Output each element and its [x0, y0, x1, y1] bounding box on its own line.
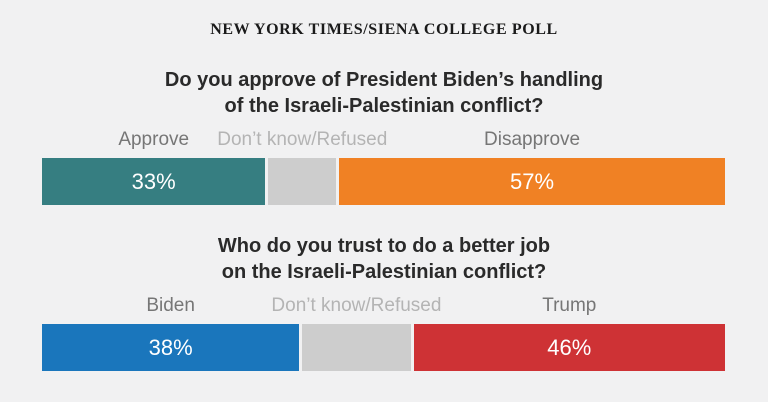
label-dont-know: Don’t know/Refused	[217, 129, 388, 150]
chart-trust: Who do you trust to do a better job on t…	[0, 233, 768, 371]
value-label-trump: 46%	[547, 334, 592, 360]
label-trump: Trump	[542, 295, 597, 316]
question-line-2: on the Israeli-Palestinian conflict?	[221, 261, 547, 283]
label-dont-know: Don’t know/Refused	[271, 295, 442, 316]
chart-biden-approval: Do you approve of President Biden’s hand…	[0, 67, 768, 205]
label-approve: Approve	[118, 129, 190, 150]
page-title: NEW YORK TIMES/SIENA COLLEGE POLL	[210, 21, 558, 38]
value-label-biden: 38%	[148, 334, 193, 360]
chart-body: Biden Don’t know/Refused Trump 38% 46%	[42, 295, 725, 371]
label-cell-approve: Approve	[42, 129, 265, 151]
label-cell-dont-know: Don’t know/Refused	[271, 295, 441, 317]
bar-segment-trump: 46%	[413, 324, 725, 371]
question-trust: Who do you trust to do a better job on t…	[0, 233, 768, 285]
bar-segment-biden: 38%	[42, 324, 300, 371]
value-label-approve: 33%	[131, 168, 176, 194]
segment-labels-row: Approve Don’t know/Refused Disapprove	[42, 129, 725, 151]
label-cell-dont-know: Don’t know/Refused	[217, 129, 387, 151]
bar-segment-dont-know	[268, 158, 337, 205]
label-biden: Biden	[146, 295, 195, 316]
question-line-1: Do you approve of President Biden’s hand…	[164, 69, 604, 91]
bar-segment-approve: 33%	[42, 158, 266, 205]
bar-segment-dont-know	[302, 324, 411, 371]
label-cell-biden: Biden	[42, 295, 299, 317]
question-approval: Do you approve of President Biden’s hand…	[0, 67, 768, 119]
segment-labels-row: Biden Don’t know/Refused Trump	[42, 295, 725, 317]
question-line-1: Who do you trust to do a better job	[217, 235, 551, 257]
label-cell-disapprove: Disapprove	[339, 129, 725, 151]
chart-body: Approve Don’t know/Refused Disapprove 33…	[42, 129, 725, 205]
stacked-bar-trust: 38% 46%	[42, 324, 725, 371]
stacked-bar-approval: 33% 57%	[42, 158, 725, 205]
label-disapprove: Disapprove	[484, 129, 581, 150]
bar-segment-disapprove: 57%	[339, 158, 725, 205]
label-cell-trump: Trump	[414, 295, 725, 317]
question-line-2: of the Israeli-Palestinian conflict?	[224, 95, 544, 117]
value-label-disapprove: 57%	[510, 168, 555, 194]
